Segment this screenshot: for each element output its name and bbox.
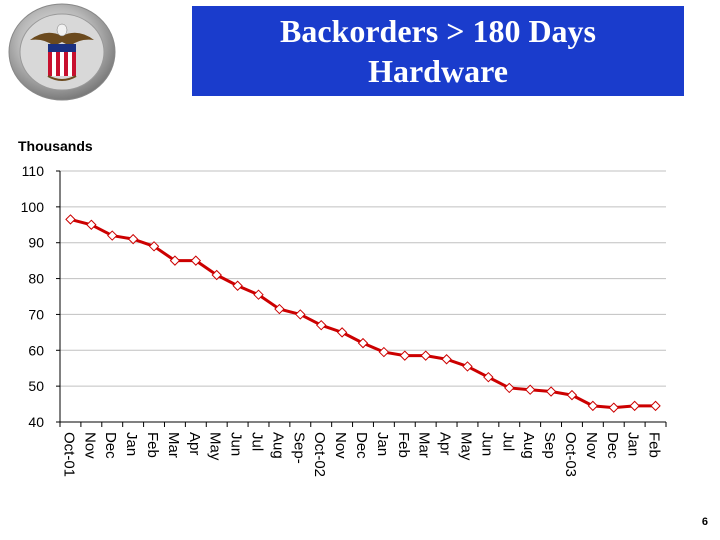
slide-title: Backorders > 180 Days Hardware [192, 6, 684, 96]
data-point-marker [629, 400, 640, 412]
data-point-marker [378, 346, 390, 358]
y-axis-ticks: 40 50 60 70 80 90 100 110 [21, 163, 60, 430]
x-tick-label: Nov [583, 432, 600, 459]
y-tick-label: 90 [28, 235, 44, 251]
data-point-marker [420, 350, 431, 361]
y-tick-label: 100 [21, 199, 45, 215]
data-point-marker [127, 233, 139, 245]
data-point-marker [65, 214, 76, 225]
data-series [65, 214, 661, 413]
page-number: 6 [701, 516, 708, 528]
data-point-marker [107, 230, 118, 241]
data-point-marker [608, 402, 619, 413]
x-tick-label: Oct-02 [311, 432, 328, 477]
data-point-marker [274, 303, 285, 315]
data-point-marker [524, 384, 536, 395]
x-tick-label: May [457, 432, 474, 461]
data-point-marker [399, 350, 411, 361]
x-tick-label: Dec [102, 432, 119, 459]
x-tick-label: Jan [625, 432, 642, 456]
x-tick-label: Jun [228, 432, 245, 456]
data-point-marker [315, 319, 327, 331]
x-tick-label: Mar [165, 432, 182, 458]
data-point-marker [504, 382, 515, 394]
y-tick-label: 70 [28, 306, 44, 322]
slide-title-line-1: Backorders > 180 Days [280, 13, 596, 49]
x-tick-label: Feb [395, 432, 412, 458]
x-tick-label: Feb [646, 432, 663, 458]
y-tick-label: 80 [28, 271, 44, 287]
x-tick-label: Jan [374, 432, 391, 456]
x-tick-label: Sep [541, 432, 558, 459]
x-tick-label: Aug [520, 432, 537, 459]
gridlines [60, 170, 666, 387]
x-tick-label: Apr [186, 432, 203, 455]
slide-title-line-2: Hardware [368, 53, 508, 89]
series-line [70, 217, 656, 410]
x-tick-label: Oct-01 [60, 432, 77, 477]
x-tick-label: Jan [123, 432, 140, 456]
x-tick-label: Dec [604, 432, 621, 459]
y-tick-label: 40 [28, 414, 44, 430]
x-tick-label: May [207, 432, 224, 461]
x-tick-label: Jul [249, 432, 266, 451]
x-tick-label: Jun [478, 432, 495, 456]
data-point-marker [545, 386, 557, 397]
x-tick-label: Apr [437, 432, 454, 455]
data-point-marker [462, 361, 473, 372]
data-point-marker [483, 371, 494, 383]
data-point-marker [441, 354, 452, 365]
data-point-marker [169, 255, 181, 266]
data-point-marker [566, 389, 578, 401]
data-point-marker [253, 289, 264, 300]
data-point-marker [650, 400, 661, 412]
x-tick-label: Sep- [290, 432, 307, 464]
data-point-marker [336, 327, 348, 338]
data-point-marker [232, 280, 243, 291]
data-point-marker [587, 400, 599, 412]
y-tick-label: 60 [28, 342, 44, 358]
x-tick-label: Feb [144, 432, 161, 458]
x-tick-label: Mar [416, 432, 433, 458]
x-tick-label: Nov [81, 432, 98, 459]
y-axis-label: Thousands [18, 138, 93, 154]
axes [59, 171, 666, 423]
data-point-marker [86, 219, 97, 230]
data-point-marker [190, 255, 202, 266]
data-point-marker [357, 337, 369, 349]
x-tick-label: Oct-03 [562, 432, 579, 477]
data-point-marker [148, 241, 160, 252]
data-point-marker [211, 269, 222, 281]
data-point-marker [295, 309, 306, 320]
x-tick-label: Nov [332, 432, 349, 459]
y-tick-label: 110 [22, 163, 45, 179]
x-tick-label: Aug [269, 432, 286, 459]
x-axis-ticks: Oct-01 Nov Dec Jan Feb Mar Apr May Jun Jul Aug Sep-… [59, 422, 667, 477]
x-tick-label: Jul [499, 432, 516, 451]
y-tick-label: 50 [28, 378, 44, 394]
agency-seal-logo [8, 3, 116, 101]
x-tick-label: Dec [353, 432, 370, 459]
